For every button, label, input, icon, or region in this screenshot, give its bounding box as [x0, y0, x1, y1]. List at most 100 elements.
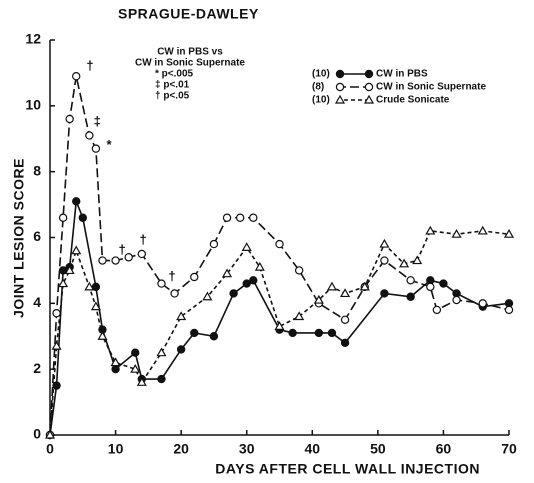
- point: [503, 228, 515, 238]
- point: [275, 239, 284, 249]
- x-axis-label: DAYS AFTER CELL WALL INJECTION: [215, 461, 480, 477]
- legend-count: (10): [312, 69, 330, 80]
- point: [439, 279, 448, 288]
- point: [190, 272, 199, 282]
- legend-marker: [363, 94, 375, 104]
- x-tick-label: 60: [436, 441, 452, 457]
- point: [190, 328, 199, 338]
- point: [452, 295, 461, 305]
- point: [340, 315, 350, 324]
- point: [425, 225, 436, 235]
- point: [426, 282, 435, 292]
- point: [209, 239, 219, 249]
- stats-note: * p<.005: [155, 69, 194, 80]
- legend-label: CW in Sonic Supernate: [376, 82, 486, 93]
- point: [84, 281, 95, 291]
- point: [340, 288, 351, 298]
- point: [249, 276, 258, 285]
- y-tick-label: 2: [33, 360, 41, 376]
- point: [235, 213, 245, 222]
- point: [327, 328, 337, 338]
- significance-mark: *: [106, 137, 112, 152]
- legend-marker: [335, 82, 345, 92]
- legend-marker: [334, 94, 346, 104]
- point: [72, 197, 81, 206]
- x-tick-label: 20: [173, 441, 189, 457]
- stats-note: ‡ p<.01: [155, 80, 190, 91]
- point: [294, 311, 305, 321]
- legend-count: (8): [312, 82, 324, 93]
- y-tick-label: 0: [33, 426, 41, 442]
- point: [477, 225, 488, 235]
- point: [72, 72, 81, 81]
- series-line: [49, 200, 510, 436]
- legend-marker: [335, 69, 345, 79]
- point: [254, 261, 265, 271]
- point: [78, 213, 87, 222]
- point: [58, 213, 68, 222]
- point: [52, 381, 61, 390]
- point: [242, 279, 251, 288]
- x-tick-label: 40: [304, 441, 320, 457]
- legend-label: Crude Sonicate: [376, 95, 450, 106]
- point: [131, 348, 140, 357]
- point: [111, 256, 120, 265]
- point: [124, 253, 133, 262]
- point: [222, 213, 232, 222]
- x-tick-label: 70: [501, 441, 517, 457]
- y-tick-label: 8: [33, 162, 41, 178]
- point: [110, 357, 121, 367]
- y-tick-label: 10: [25, 97, 41, 113]
- point: [406, 276, 415, 285]
- point: [52, 309, 61, 318]
- point: [98, 256, 107, 265]
- significance-mark: †: [119, 242, 126, 257]
- y-tick-label: 12: [25, 31, 41, 47]
- point: [71, 245, 82, 255]
- point: [85, 131, 94, 140]
- point: [229, 289, 238, 298]
- point: [451, 228, 462, 238]
- point: [380, 256, 389, 265]
- point: [156, 347, 167, 357]
- legend-marker: [364, 69, 374, 79]
- stats-note: CW in Sonic Supernate: [135, 58, 245, 69]
- point: [340, 338, 350, 348]
- x-tick-label: 50: [370, 441, 386, 457]
- point: [157, 279, 166, 288]
- stats-note: CW in PBS vs: [157, 47, 223, 58]
- x-tick-label: 30: [239, 441, 255, 457]
- point: [58, 278, 69, 288]
- point: [359, 281, 370, 291]
- point: [44, 429, 56, 439]
- y-tick-label: 4: [33, 294, 41, 310]
- x-tick-label: 10: [108, 441, 124, 457]
- point: [111, 364, 120, 374]
- point: [314, 328, 324, 338]
- point: [504, 305, 514, 315]
- point: [313, 294, 324, 304]
- legend-marker: [364, 82, 374, 92]
- point: [249, 213, 258, 222]
- point: [288, 328, 297, 338]
- point: [130, 363, 141, 373]
- point: [157, 374, 166, 384]
- point: [274, 321, 285, 330]
- point: [90, 301, 101, 311]
- point: [64, 265, 75, 275]
- point: [412, 255, 423, 265]
- point: [326, 281, 337, 291]
- point: [170, 289, 179, 298]
- point: [406, 292, 415, 301]
- point: [399, 258, 410, 268]
- point: [51, 340, 62, 350]
- point: [91, 144, 101, 153]
- point: [380, 289, 389, 298]
- x-tick-label: 0: [46, 441, 54, 457]
- legend-count: (10): [312, 95, 330, 106]
- point: [176, 311, 187, 321]
- point: [97, 331, 108, 340]
- point: [209, 332, 219, 341]
- point: [137, 249, 146, 259]
